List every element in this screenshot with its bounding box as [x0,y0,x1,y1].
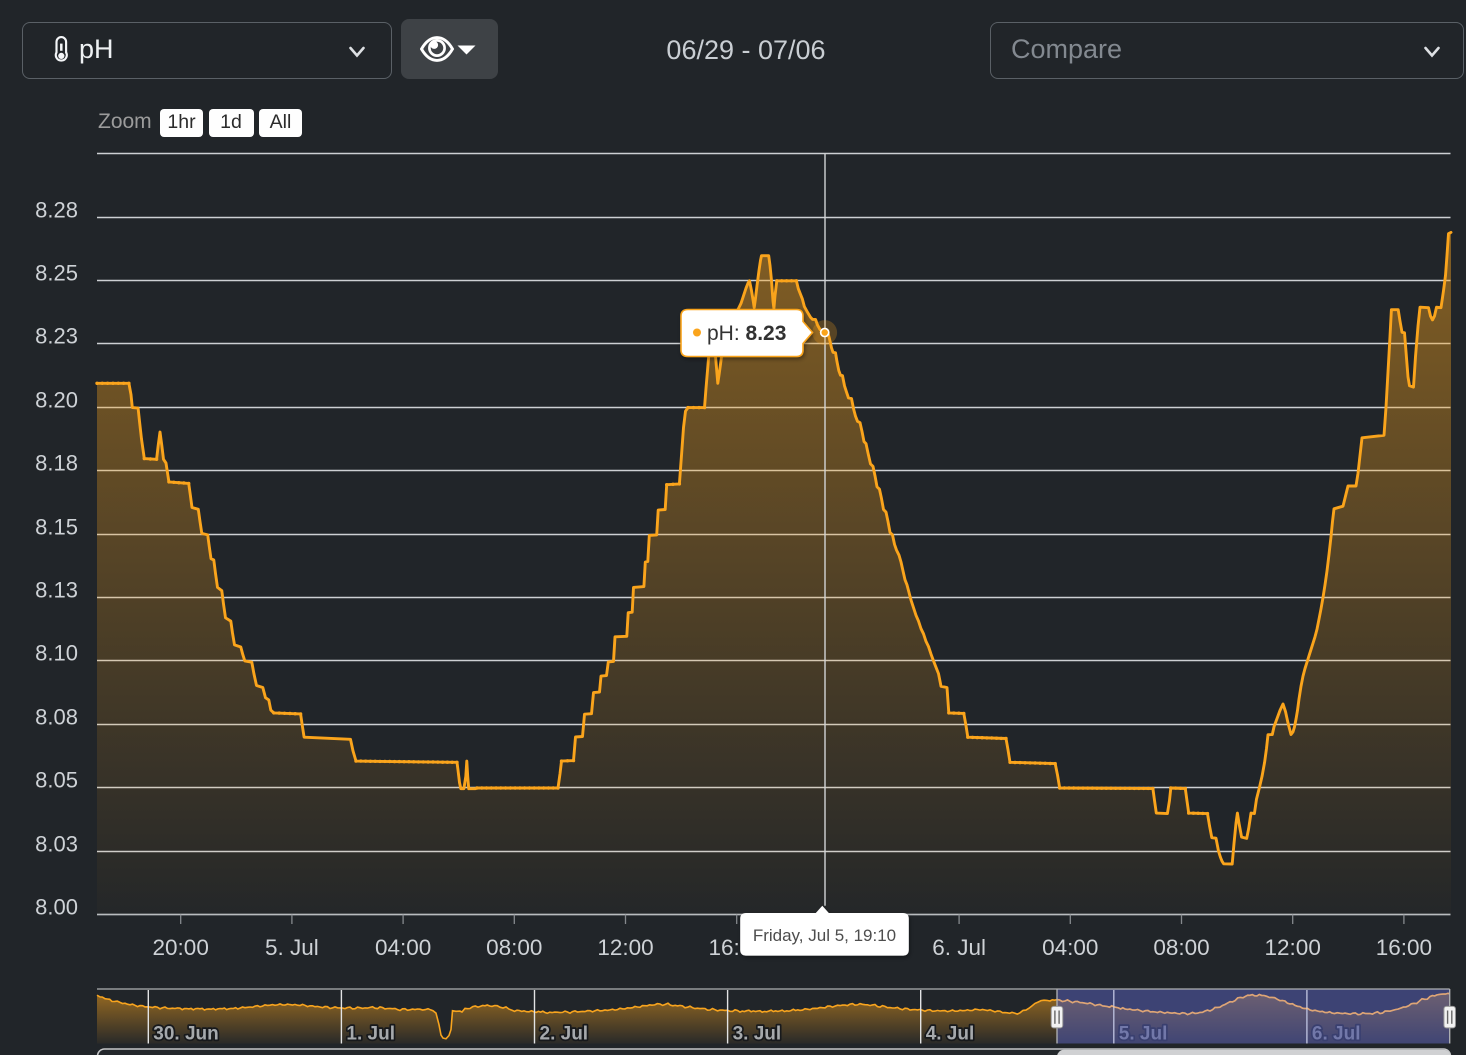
svg-text:12:00: 12:00 [597,935,653,960]
svg-text:1. Jul: 1. Jul [346,1024,395,1045]
svg-text:20:00: 20:00 [153,935,209,960]
svg-text:4. Jul: 4. Jul [926,1024,975,1045]
svg-text:16:00: 16:00 [1376,935,1432,960]
svg-text:Friday, Jul 5, 19:10: Friday, Jul 5, 19:10 [753,926,896,945]
svg-text:pH: 8.23: pH: 8.23 [707,322,786,345]
svg-text:04:00: 04:00 [375,935,431,960]
svg-text:6. Jul: 6. Jul [932,935,986,960]
svg-text:8.15: 8.15 [35,515,78,540]
svg-text:8.10: 8.10 [35,641,78,666]
svg-text:08:00: 08:00 [486,935,542,960]
svg-text:8.23: 8.23 [35,324,78,349]
svg-text:8.00: 8.00 [35,895,78,920]
svg-text:8.13: 8.13 [35,578,78,603]
svg-text:8.08: 8.08 [35,705,78,730]
svg-text:8.20: 8.20 [35,388,78,413]
svg-text:8.18: 8.18 [35,451,78,476]
svg-text:12:00: 12:00 [1265,935,1321,960]
svg-text:8.03: 8.03 [35,832,78,857]
svg-text:3. Jul: 3. Jul [733,1024,782,1045]
svg-text:2. Jul: 2. Jul [540,1024,589,1045]
svg-text:04:00: 04:00 [1042,935,1098,960]
svg-text:8.05: 8.05 [35,768,78,793]
svg-text:08:00: 08:00 [1153,935,1209,960]
svg-text:30. Jun: 30. Jun [153,1024,218,1045]
svg-text:8.28: 8.28 [35,198,78,223]
svg-text:5. Jul: 5. Jul [265,935,319,960]
svg-text:8.25: 8.25 [35,261,78,286]
